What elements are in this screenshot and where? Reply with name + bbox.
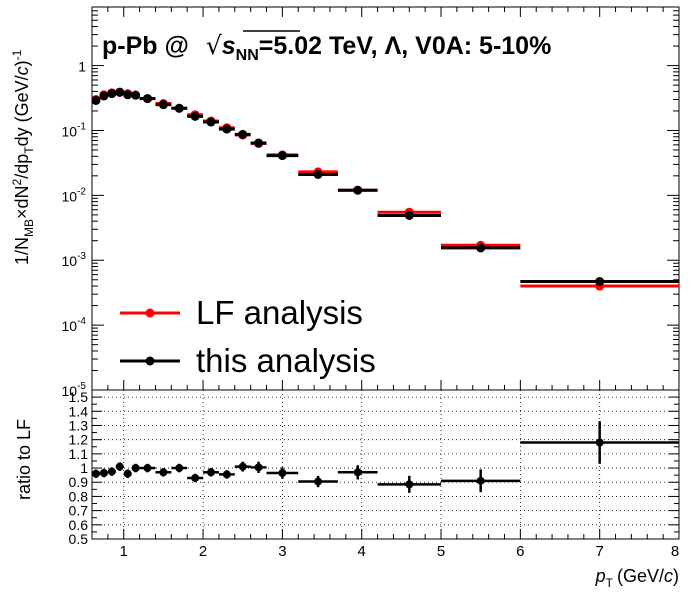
ratio-y-tick-label: 0.6 <box>69 517 89 533</box>
legend-label-lf: LF analysis <box>196 294 363 331</box>
data-point <box>238 129 248 139</box>
data-point <box>115 87 125 97</box>
ratio-data-point <box>405 480 414 489</box>
data-point <box>174 103 184 113</box>
x-tick-label: 2 <box>199 543 207 560</box>
spectrum-y-tick-label: 10-5 <box>62 381 87 399</box>
x-tick-label: 8 <box>671 543 679 560</box>
legend-entry-lf: LF analysis <box>120 294 363 331</box>
ratio-data-point <box>115 462 124 471</box>
ratio-data-point <box>238 462 247 471</box>
ratio-y-tick-label: 1.4 <box>69 403 89 419</box>
ratio-data-point <box>143 464 152 473</box>
data-point <box>595 277 605 287</box>
spectrum-y-tick-label: 10-1 <box>62 121 87 139</box>
x-tick-label: 3 <box>278 543 286 560</box>
data-point <box>222 124 232 134</box>
spectrum-x-ticks <box>107 7 680 390</box>
ratio-data-point <box>131 464 140 473</box>
data-point <box>404 210 414 220</box>
x-tick-label: 6 <box>516 543 524 560</box>
spectrum-y-tick-label: 1 <box>78 59 86 75</box>
ratio-data-point <box>159 468 168 477</box>
ratio-plot-frame <box>91 389 680 540</box>
ratio-data-point <box>99 469 108 478</box>
spectrum-y-ticks: 1 10-1 10-2 10-3 10-4 10-5 <box>62 6 679 399</box>
ratio-data-point <box>91 469 100 478</box>
series-lf-analysis <box>91 87 679 291</box>
ratio-data-point <box>476 476 485 485</box>
ratio-data-point <box>175 464 184 473</box>
data-point <box>353 185 363 195</box>
ratio-data-point <box>353 468 362 477</box>
data-point <box>158 100 168 110</box>
legend: LF analysis this analysis <box>120 294 376 379</box>
legend-label-this: this analysis <box>196 342 376 379</box>
x-tick-label: 5 <box>437 543 445 560</box>
spectrum-y-tick-label: 10-2 <box>62 186 87 204</box>
spectrum-title: p-Pb @ √sNN=5.02 TeV, Λ, V0A: 5-10% <box>102 31 551 64</box>
ratio-series <box>91 421 679 493</box>
spectrum-y-axis-label: 1/NMB×dN2/dpTdy (GeV/c)-1 <box>10 49 36 265</box>
data-point <box>476 243 486 253</box>
ratio-y-tick-label: 0.7 <box>69 503 89 519</box>
data-point <box>91 95 101 105</box>
ratio-x-ticks: 1 2 3 4 5 6 7 8 <box>107 529 680 560</box>
ratio-y-tick-label: 0.8 <box>69 488 89 504</box>
data-point <box>313 169 323 179</box>
data-point <box>123 90 133 100</box>
ratio-y-tick-label: 1.1 <box>69 446 89 462</box>
ratio-data-point <box>595 438 604 447</box>
ratio-y-axis-label: ratio to LF <box>14 419 34 500</box>
data-point <box>254 138 264 148</box>
spectrum-panel: 1 10-1 10-2 10-3 10-4 10-5 p-Pb @ √sNN=5.02 T… <box>10 6 680 399</box>
data-point <box>206 117 216 127</box>
x-axis-label: pT (GeV/c) <box>595 566 679 590</box>
data-point <box>107 89 117 99</box>
spectrum-y-tick-label: 10-3 <box>62 251 87 269</box>
ratio-y-tick-label: 1 <box>80 460 88 476</box>
ratio-data-point <box>107 467 116 476</box>
data-point <box>131 90 141 100</box>
ratio-y-tick-label: 0.5 <box>69 531 89 547</box>
x-tick-label: 7 <box>596 543 604 560</box>
ratio-y-ticks: 0.50.60.70.80.911.11.21.31.41.5 <box>69 389 679 547</box>
ratio-grid <box>92 390 679 539</box>
ratio-data-point <box>254 463 263 472</box>
spectrum-series <box>91 87 679 291</box>
spectrum-y-tick-label: 10-4 <box>62 316 87 334</box>
ratio-data-point <box>278 469 287 478</box>
ratio-data-point <box>191 473 200 482</box>
data-point <box>143 94 153 104</box>
ratio-data-point <box>314 477 323 486</box>
data-point <box>99 91 109 101</box>
ratio-y-tick-label: 1.2 <box>69 432 89 448</box>
ratio-data-point <box>206 468 215 477</box>
ratio-y-tick-label: 1.3 <box>69 417 89 433</box>
data-point <box>190 111 200 121</box>
ratio-data-point <box>123 469 132 478</box>
legend-entry-this: this analysis <box>120 342 376 379</box>
spectrum-plot-frame <box>91 6 680 391</box>
ratio-y-tick-label: 1.5 <box>69 389 89 405</box>
x-tick-label: 4 <box>358 543 366 560</box>
ratio-data-point <box>222 470 231 479</box>
ratio-y-tick-label: 0.9 <box>69 474 89 490</box>
series-this-analysis <box>91 87 679 287</box>
x-tick-label: 1 <box>120 543 128 560</box>
data-point <box>277 151 287 161</box>
